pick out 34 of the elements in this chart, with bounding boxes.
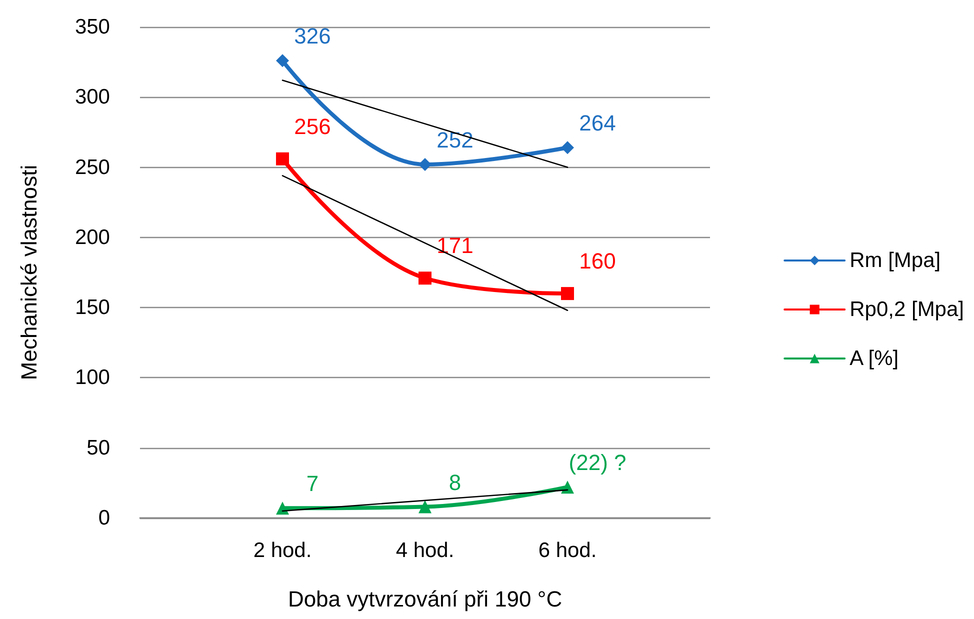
y-tick-label: 150 [74,296,110,320]
data-label: 171 [436,233,474,258]
point [276,502,289,515]
legend-label: A [%] [850,347,899,370]
legend-label: Rm [Mpa] [850,249,941,272]
point [418,500,432,514]
y-tick-label: 300 [74,86,110,109]
x-tick-label: 6 hod. [538,539,597,562]
point [561,287,574,300]
data-label: 264 [579,110,616,136]
point [276,152,289,166]
y-tick-label: 0 [98,506,110,530]
y-tick-label: 350 [74,16,110,38]
y-axis-title: Mechanické vlastnosti [16,164,42,380]
x-tick-label: 2 hod. [253,539,312,562]
data-label: 252 [436,127,474,152]
data-label: 7 [306,471,319,496]
point [561,141,574,154]
data-label: (22) ? [568,450,626,476]
y-tick-label: 200 [74,226,110,249]
data-label: 160 [579,248,616,274]
y-tick-label: 250 [74,156,110,179]
x-tick-label: 4 hod. [396,539,454,562]
data-label: 326 [294,24,331,49]
point [418,272,432,285]
point [418,158,432,171]
legend-label: Rp0,2 [Mpa] [850,298,964,321]
y-tick-label: 50 [86,436,110,460]
data-label: 8 [448,470,462,495]
point [276,54,289,68]
x-axis-title: Doba vytvrzování při 190 °C [288,586,562,612]
point [561,480,574,494]
data-label: 256 [294,114,331,139]
y-tick-label: 100 [74,366,110,390]
